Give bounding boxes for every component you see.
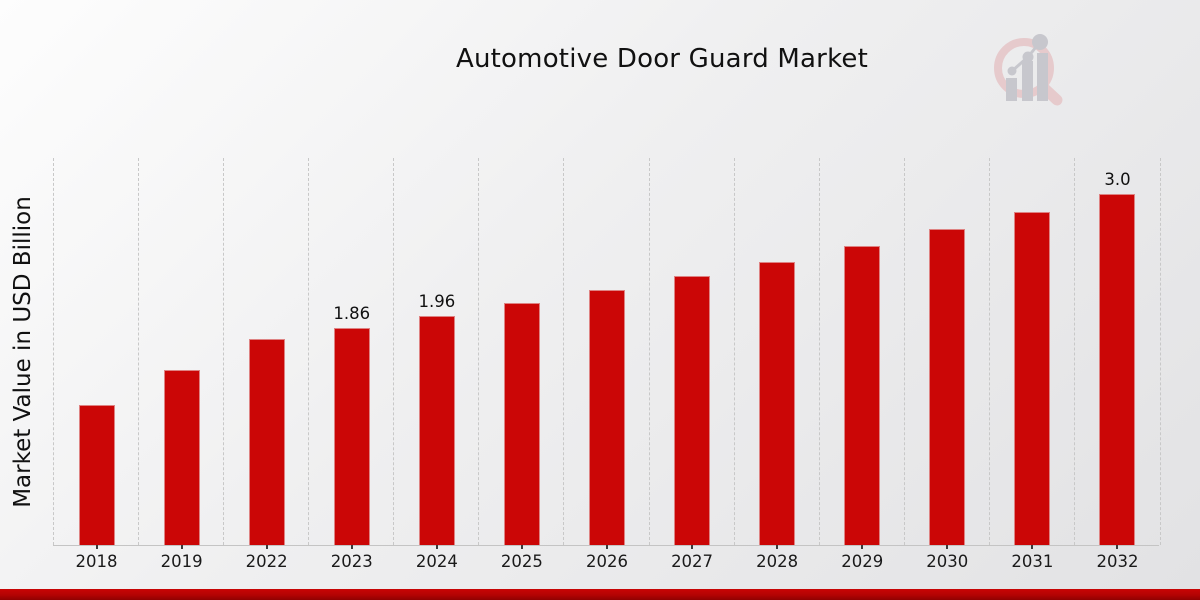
category-cell-2026: 2026	[563, 158, 649, 571]
plot-area: 2018 2019 2022 1.86 2023 1.96 2024 2025 2026 2027…	[53, 158, 1161, 571]
bar-2025	[503, 303, 540, 545]
bar-2026	[588, 290, 625, 545]
category-cell-2028: 2028	[733, 158, 820, 571]
category-cell-2030: 2030	[903, 158, 990, 571]
chart-title: Automotive Door Guard Market	[456, 44, 868, 74]
x-tick-label-2023: 2023	[330, 552, 373, 571]
footer-accent-bar	[0, 589, 1200, 600]
category-cell-2025: 2025	[478, 158, 564, 571]
bar-value-label-2032: 3.0	[1104, 170, 1131, 189]
x-tick-label-2025: 2025	[500, 552, 543, 571]
bar-2022	[248, 339, 285, 545]
bar-2027	[674, 276, 711, 545]
x-axis-tick	[1031, 545, 1034, 549]
category-cell-2024: 1.96 2024	[393, 158, 479, 571]
category-cell-2032: 3.0 2032	[1073, 158, 1161, 571]
x-axis-tick	[520, 545, 523, 549]
bar-2032	[1099, 194, 1136, 545]
x-tick-label-2029: 2029	[841, 552, 884, 571]
x-axis-tick	[776, 545, 779, 549]
x-axis-tick	[95, 545, 98, 549]
bar-2029	[844, 246, 881, 545]
y-axis-label: Market Value in USD Billion	[10, 196, 36, 508]
category-cell-2018: 2018	[53, 158, 139, 571]
bar-2018	[78, 405, 115, 545]
x-tick-label-2031: 2031	[1011, 552, 1054, 571]
bar-2028	[759, 262, 796, 545]
bar-2030	[929, 229, 966, 545]
x-axis-tick	[691, 545, 694, 549]
x-axis-tick	[1116, 545, 1119, 549]
x-tick-label-2024: 2024	[415, 552, 458, 571]
bar-2031	[1014, 212, 1051, 545]
category-cell-2022: 2022	[223, 158, 309, 571]
x-tick-label-2022: 2022	[245, 552, 288, 571]
x-tick-label-2018: 2018	[75, 552, 118, 571]
x-tick-label-2019: 2019	[160, 552, 203, 571]
x-tick-label-2028: 2028	[756, 552, 799, 571]
x-tick-label-2030: 2030	[926, 552, 969, 571]
bar-2023	[333, 328, 370, 545]
x-axis-tick	[861, 545, 864, 549]
bar-2019	[163, 370, 200, 545]
x-tick-label-2027: 2027	[671, 552, 714, 571]
category-cell-2029: 2029	[818, 158, 905, 571]
category-cell-2027: 2027	[648, 158, 735, 571]
x-axis-tick	[180, 545, 183, 549]
x-axis-tick	[946, 545, 949, 549]
x-tick-label-2032: 2032	[1096, 552, 1139, 571]
category-cell-2023: 1.86 2023	[308, 158, 394, 571]
category-cell-2019: 2019	[138, 158, 224, 571]
category-cell-2031: 2031	[988, 158, 1075, 571]
brand-watermark-magnifier-chart-icon	[994, 34, 1063, 106]
bar-value-label-2024: 1.96	[418, 292, 456, 311]
bar-value-label-2023: 1.86	[333, 304, 371, 323]
bar-2024	[418, 316, 455, 545]
x-axis-tick	[350, 545, 353, 549]
x-axis-tick	[265, 545, 268, 549]
x-axis-tick	[605, 545, 608, 549]
x-tick-label-2026: 2026	[585, 552, 628, 571]
x-axis-tick	[435, 545, 438, 549]
